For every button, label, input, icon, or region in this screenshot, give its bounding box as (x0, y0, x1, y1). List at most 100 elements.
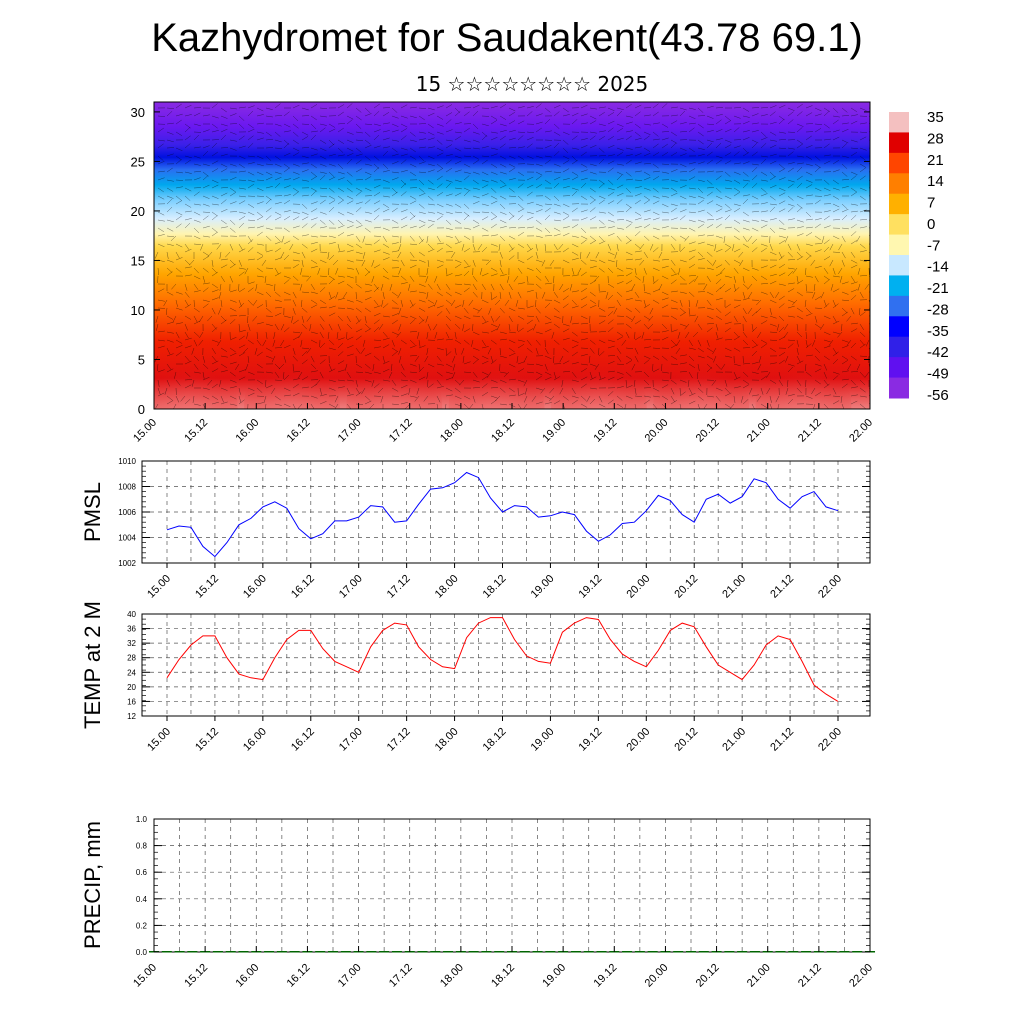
pmsl-panel: 1002 1004 1006 1008 1010 15.00 15.12 16.00 16.1… (80, 457, 871, 601)
precip-bar (737, 951, 748, 953)
precip-bar (622, 951, 633, 953)
colorbar-label: -56 (927, 387, 949, 404)
precip-bar (494, 951, 505, 953)
precip-bar (634, 951, 645, 953)
colorbar-swatch (889, 112, 909, 133)
colorbar-swatch (889, 132, 909, 154)
precip-bar (698, 951, 709, 953)
x-tick-label: 20.12 (694, 962, 722, 990)
y-tick-label: 20 (131, 204, 145, 219)
temp-grid (142, 613, 870, 717)
x-tick-label: 21.12 (768, 726, 796, 754)
x-tick-label: 20.00 (643, 417, 671, 445)
x-tick-label: 20.12 (672, 573, 700, 601)
pmsl-series-line (166, 471, 839, 558)
colorbar-swatch (889, 173, 909, 195)
colorbar-swatch (889, 214, 909, 236)
x-tick-label: 19.00 (540, 962, 568, 990)
colorbar-swatch (889, 255, 909, 276)
x-tick-label: 16.12 (289, 726, 317, 754)
precip-bar (315, 951, 326, 953)
chart-title: Kazhydromet for Saudakent(43.78 69.1) (151, 16, 863, 60)
colorbar-swatch (889, 377, 909, 399)
x-tick-label: 21.00 (745, 962, 773, 990)
x-tick-label: 21.12 (796, 417, 824, 445)
precip-bar (685, 951, 697, 953)
warm-surface-blob (154, 339, 238, 409)
y-tick-label: 40 (127, 610, 136, 619)
pmsl-axis-label: PMSL (80, 482, 105, 542)
x-tick-label: 18.12 (489, 417, 517, 445)
x-tick-label: 16.12 (289, 573, 317, 601)
x-tick-label: 15.12 (193, 573, 221, 601)
pmsl-x-axis: 15.00 15.12 16.00 16.12 17.00 17.12 18.00 18.12… (145, 563, 844, 601)
precip-bars (148, 951, 876, 953)
precip-bar (775, 951, 786, 953)
pmsl-grid (142, 460, 870, 564)
x-tick-label: 16.00 (241, 726, 269, 754)
wind-barb-field (154, 103, 870, 409)
precip-bar (443, 951, 454, 953)
temp-panel: 12 16 20 24 28 32 36 40 15.00 15.12 16.00 16.12 17.… (80, 601, 871, 754)
colorbar-label: 35 (927, 109, 944, 126)
warm-surface-blob (550, 339, 647, 409)
y-tick-label: 25 (131, 154, 145, 169)
colorbar-label: -21 (927, 280, 949, 297)
precip-bar (545, 951, 556, 953)
colorbar-label: 7 (927, 195, 935, 212)
x-tick-label: 21.00 (720, 573, 748, 601)
colorbar-swatch (889, 336, 909, 358)
x-tick-label: 19.12 (577, 726, 605, 754)
precip-bar (532, 951, 543, 953)
x-tick-label: 18.12 (481, 573, 509, 601)
x-tick-label: 16.12 (285, 962, 313, 990)
x-tick-label: 19.00 (540, 417, 568, 445)
y-tick-label: 1010 (118, 457, 136, 466)
y-tick-label: 0.0 (136, 948, 148, 957)
colorbar-label: -28 (927, 301, 949, 318)
precip-bar (212, 951, 223, 953)
colorbar-label: -42 (927, 344, 949, 361)
warm-surface-blob (346, 339, 443, 409)
y-tick-label: 15 (131, 253, 145, 268)
y-tick-label: 1002 (118, 559, 136, 568)
precip-bar (647, 951, 658, 953)
y-tick-label: 16 (127, 697, 136, 706)
x-tick-label: 19.12 (591, 962, 619, 990)
warm-surface-blob (448, 339, 545, 409)
x-tick-label: 20.00 (643, 962, 671, 990)
x-tick-label: 22.00 (847, 962, 875, 990)
temp-x-axis: 15.00 15.12 16.00 16.12 17.00 17.12 18.00 18.12… (145, 716, 844, 754)
y-tick-label: 1008 (118, 483, 136, 492)
precip-bar (238, 951, 249, 953)
x-tick-label: 19.00 (529, 726, 557, 754)
temp-frame (141, 613, 871, 717)
precip-bar (174, 951, 185, 953)
y-tick-label: 12 (127, 712, 136, 721)
precip-panel: 0.00.20.40.60.81.0 15.00 15.12 16.00 16.12 1… (80, 815, 875, 990)
x-tick-label: 21.12 (796, 962, 824, 990)
precip-bar (749, 951, 760, 953)
precip-bar (276, 951, 287, 953)
warm-surface-blob (653, 339, 750, 409)
colorbar-label: 21 (927, 152, 944, 169)
x-tick-label: 17.12 (387, 962, 415, 990)
x-tick-label: 18.00 (433, 726, 461, 754)
x-tick-label: 19.00 (529, 573, 557, 601)
precip-bar (391, 951, 402, 953)
precip-bar (788, 951, 799, 953)
precip-bar (583, 951, 594, 953)
x-tick-label: 20.12 (694, 417, 722, 445)
temp-y-axis: 12 16 20 24 28 32 36 40 (127, 610, 870, 721)
x-tick-label: 20.12 (672, 726, 700, 754)
warm-surface-blob (755, 339, 852, 409)
precip-bar (379, 951, 390, 953)
colorbar: 35 28 21 14 7 0 -7 -14 -21 -28 -35 -42 -49 -56 (889, 109, 949, 404)
colorbar-swatch (889, 316, 909, 338)
chart-subtitle: 15 ☆☆☆☆☆☆☆☆ 2025 (415, 72, 649, 96)
x-tick-label: 18.00 (438, 417, 466, 445)
x-tick-label: 17.00 (336, 417, 364, 445)
y-tick-label: 1.0 (136, 815, 148, 824)
colorbar-label: 28 (927, 130, 944, 147)
